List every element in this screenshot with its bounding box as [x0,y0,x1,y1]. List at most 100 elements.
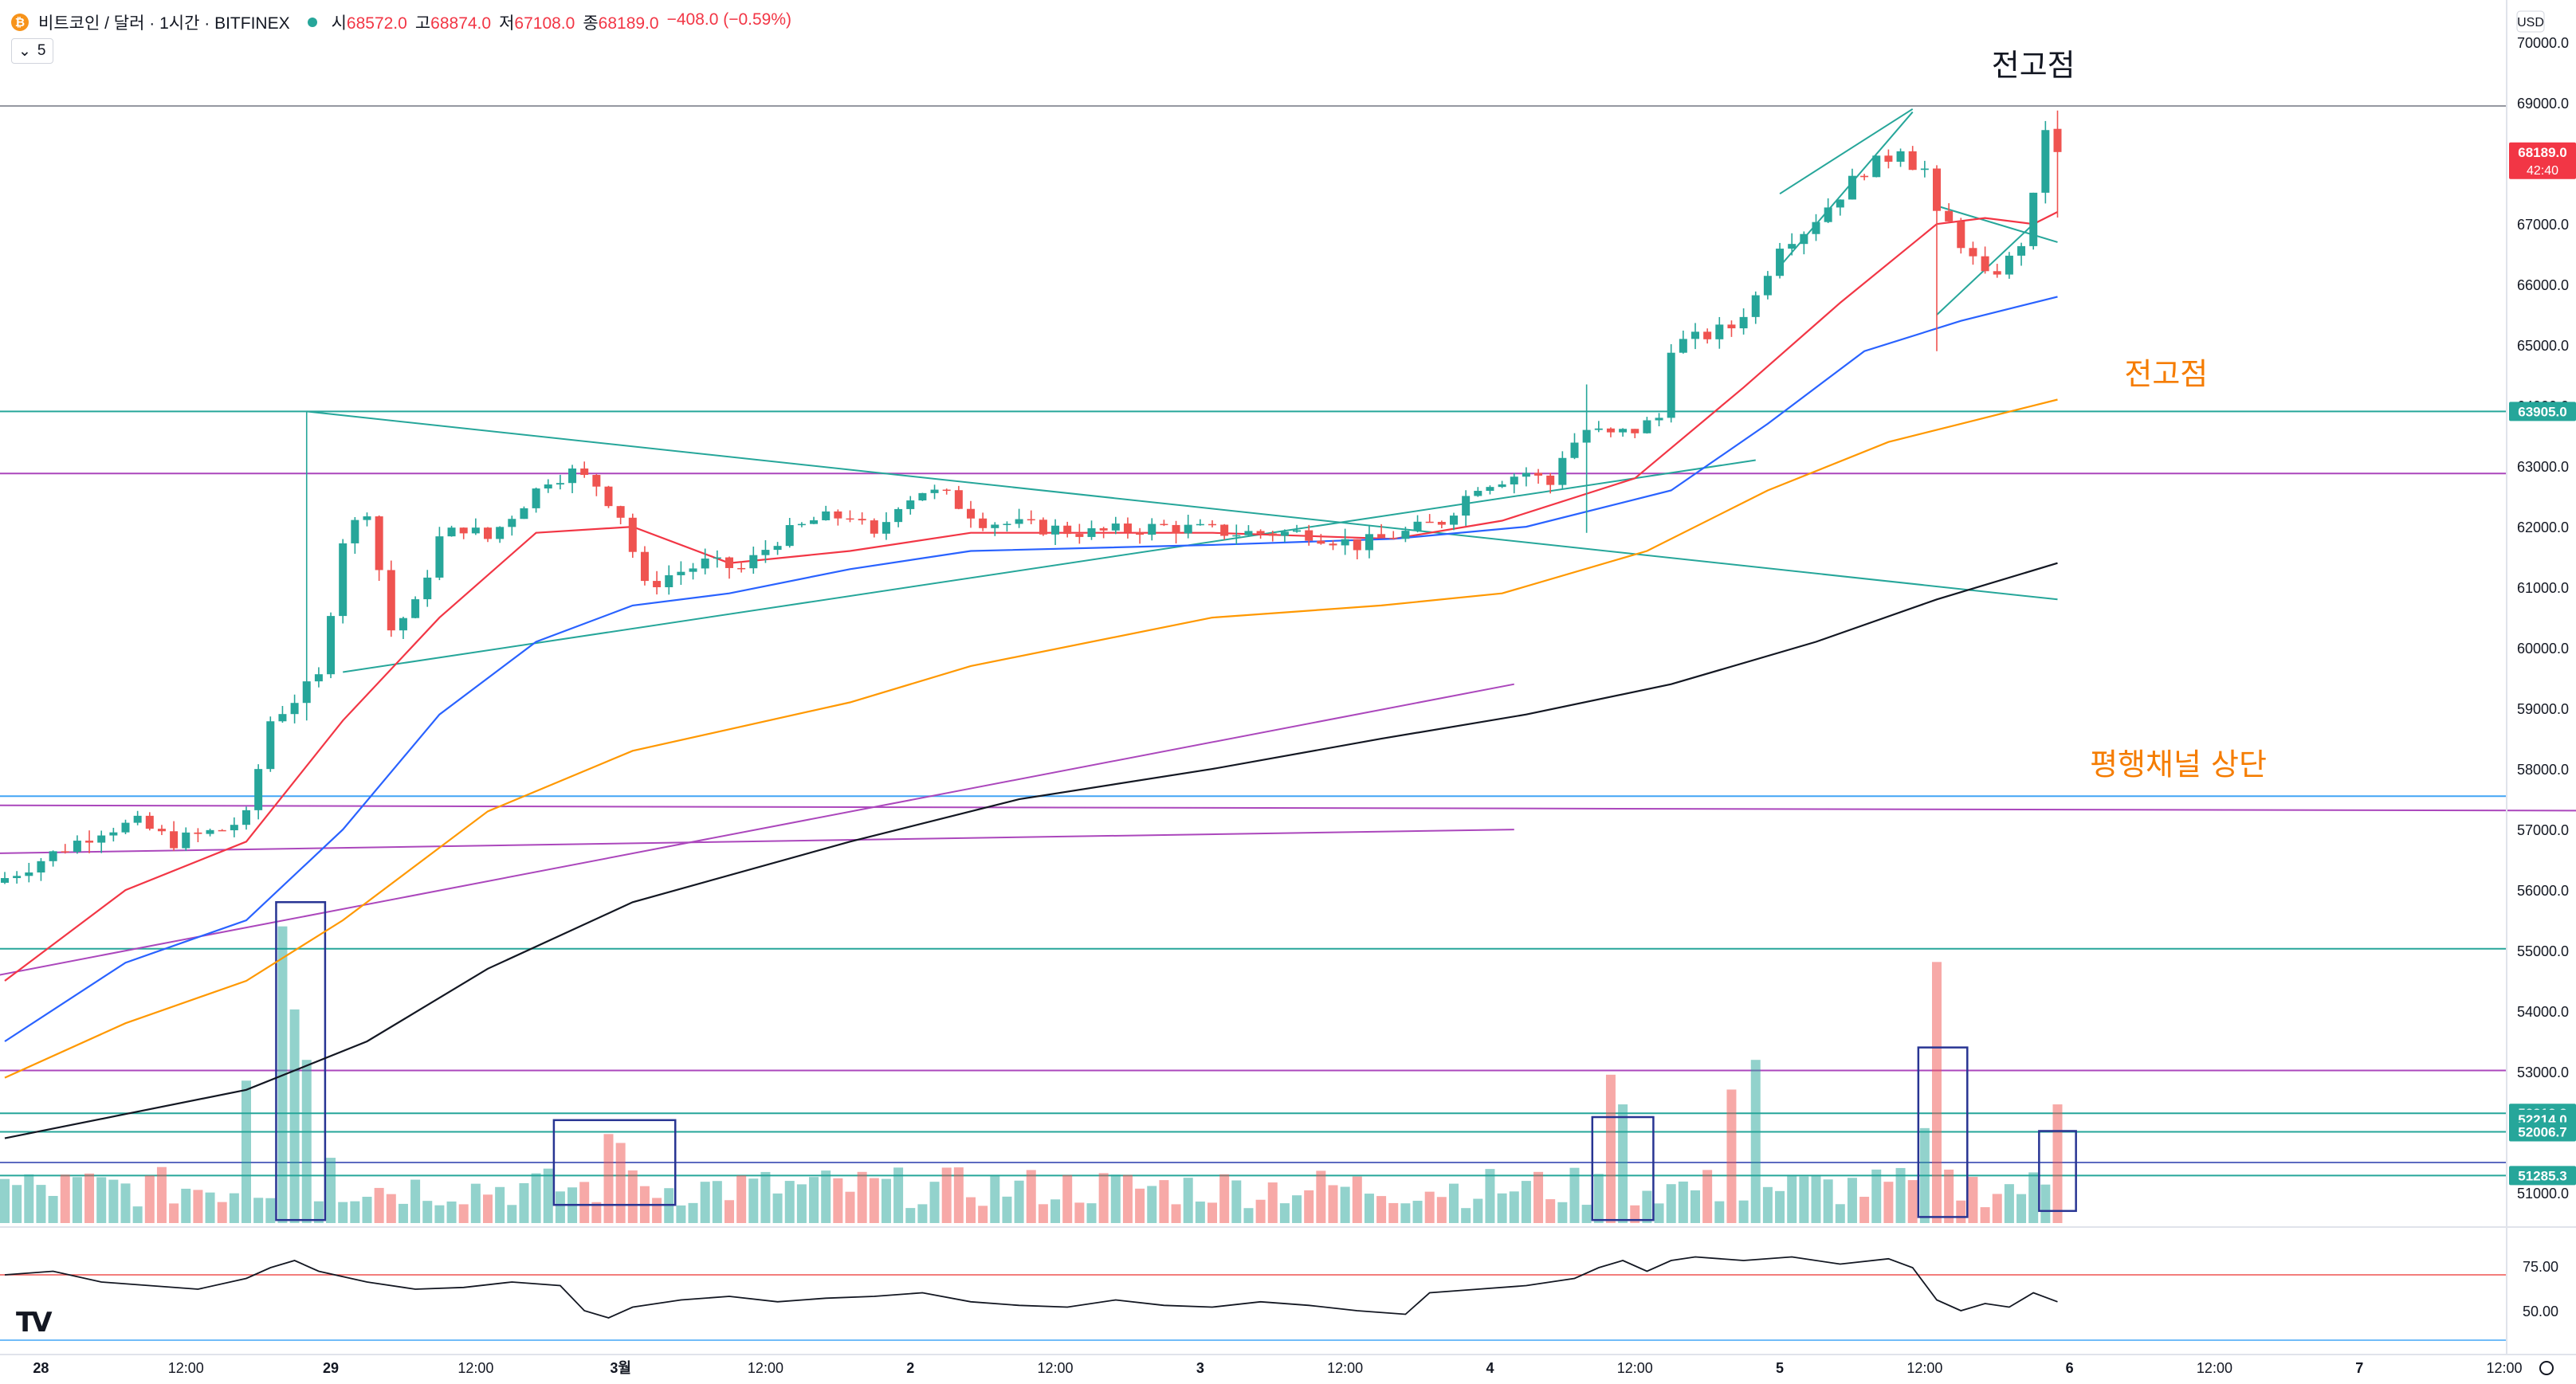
candle[interactable] [435,527,444,581]
candle[interactable] [97,830,106,853]
tradingview-logo[interactable]: TV [16,1307,52,1339]
candle[interactable] [1051,519,1060,546]
candle[interactable] [882,512,890,540]
candle[interactable] [616,505,625,524]
candle[interactable] [170,821,179,851]
candle[interactable] [254,764,263,820]
candle[interactable] [1776,242,1785,279]
candle[interactable] [1450,512,1458,531]
candle[interactable] [37,857,45,881]
candle[interactable] [1933,165,1941,351]
indicators-toggle[interactable]: ⌄ 5 [11,38,53,64]
candle[interactable] [1401,527,1410,543]
candle[interactable] [1679,330,1687,354]
candle[interactable] [1691,323,1699,350]
candle[interactable] [1474,487,1482,497]
price-scale[interactable]: USD70000.069000.068000.067000.066000.065… [2506,0,2576,1355]
candle[interactable] [1510,472,1518,494]
candle[interactable] [1075,523,1084,544]
candle[interactable] [109,827,118,842]
candle[interactable] [242,806,250,830]
candle[interactable] [1087,520,1096,540]
candle[interactable] [810,516,819,524]
candle[interactable] [375,515,383,582]
candle[interactable] [411,596,420,619]
candle[interactable] [1643,417,1651,434]
candle[interactable] [1945,203,1954,222]
candle[interactable] [1486,485,1494,495]
candle[interactable] [1341,528,1349,555]
candle[interactable] [1208,520,1216,527]
candle[interactable] [773,542,782,555]
candle[interactable] [182,827,190,851]
candle[interactable] [1788,233,1797,256]
candle[interactable] [1244,525,1253,536]
candle[interactable] [1594,421,1603,433]
candle[interactable] [822,505,831,521]
candle[interactable] [1812,214,1820,241]
candle[interactable] [1751,291,1760,324]
candle[interactable] [49,850,57,867]
candle[interactable] [73,835,81,854]
candle[interactable] [302,411,311,721]
candle[interactable] [942,488,951,495]
candle[interactable] [1099,527,1108,539]
candle[interactable] [592,473,601,496]
candle[interactable] [1377,523,1386,539]
candle[interactable] [133,810,142,825]
candle[interactable] [1836,199,1844,216]
candle[interactable] [1063,521,1072,538]
candle[interactable] [266,716,275,772]
candle[interactable] [230,817,238,837]
candle[interactable] [1631,429,1639,438]
candle[interactable] [979,512,988,531]
candle[interactable] [2053,110,2062,218]
candle[interactable] [544,479,552,493]
candle[interactable] [1957,218,1965,254]
symbol-title[interactable]: 비트코인 / 달러 · 1시간 · BITFINEX [38,14,290,33]
candle[interactable] [1160,519,1168,527]
candle[interactable] [580,461,589,478]
candle[interactable] [918,492,927,501]
candle[interactable] [737,561,746,573]
candle[interactable] [471,518,480,535]
candle[interactable] [423,570,432,607]
candle[interactable] [1365,524,1373,559]
candle[interactable] [508,516,516,536]
candle[interactable] [846,510,854,523]
candle[interactable] [532,487,540,513]
candle[interactable] [194,828,202,843]
candle[interactable] [1619,428,1628,437]
candle[interactable] [954,485,963,510]
candle[interactable] [1413,515,1422,533]
candle[interactable] [785,518,794,548]
candle[interactable] [761,540,770,563]
candle[interactable] [1317,534,1325,545]
candle[interactable] [25,862,33,883]
candle[interactable] [339,539,348,624]
candle[interactable] [1606,427,1615,437]
candle[interactable] [1123,517,1132,539]
candle[interactable] [1800,231,1808,255]
candle[interactable] [145,812,154,831]
candle[interactable] [1498,480,1506,488]
candle[interactable] [1920,160,1929,178]
candle[interactable] [1655,413,1663,427]
candle[interactable] [1763,271,1772,300]
candle[interactable] [930,484,939,500]
candle[interactable] [1039,517,1047,536]
candle[interactable] [1570,433,1579,460]
candle[interactable] [1667,343,1675,423]
candle[interactable] [1715,316,1724,349]
candle[interactable] [1293,524,1302,533]
candle[interactable] [2005,252,2013,279]
candle[interactable] [894,507,903,527]
candle[interactable] [363,512,371,527]
candle[interactable] [1703,328,1712,344]
candle[interactable] [749,546,758,574]
candle[interactable] [628,513,637,559]
candle[interactable] [604,485,613,508]
candle[interactable] [1268,531,1277,542]
candle[interactable] [1546,472,1555,494]
candle[interactable] [991,522,999,536]
